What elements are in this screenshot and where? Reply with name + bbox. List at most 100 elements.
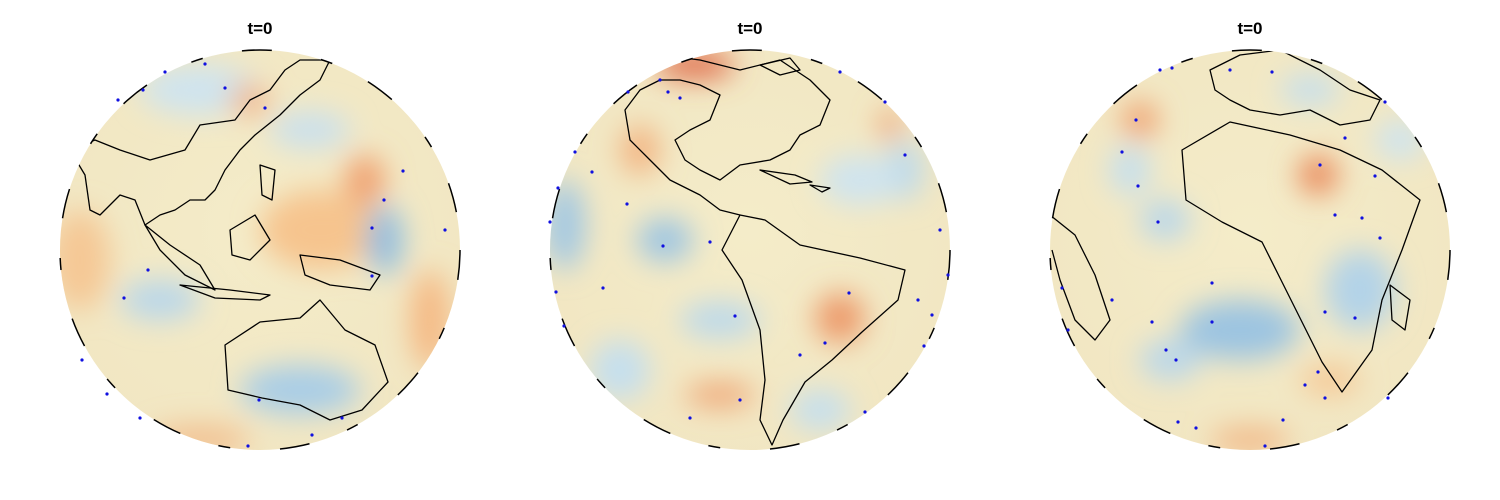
station bbox=[1110, 298, 1114, 302]
station bbox=[847, 291, 851, 295]
field-blob bbox=[550, 180, 585, 270]
field-blob bbox=[655, 51, 735, 79]
station bbox=[903, 153, 907, 157]
station bbox=[863, 410, 867, 414]
coast-segment bbox=[69, 59, 331, 226]
station bbox=[1210, 281, 1214, 285]
field-blob bbox=[880, 110, 900, 140]
coastline bbox=[624, 54, 906, 446]
field-blob bbox=[1210, 428, 1290, 450]
coast-segment bbox=[229, 214, 271, 261]
field-blob bbox=[140, 65, 260, 115]
coast-segment bbox=[1181, 121, 1421, 393]
station bbox=[1176, 420, 1180, 424]
station bbox=[1378, 236, 1382, 240]
stations bbox=[80, 62, 447, 448]
station bbox=[1263, 444, 1267, 448]
field-blob bbox=[1122, 102, 1158, 138]
station bbox=[203, 62, 207, 66]
station bbox=[916, 298, 920, 302]
station bbox=[1333, 213, 1337, 217]
station bbox=[138, 416, 142, 420]
field-blob bbox=[1298, 155, 1338, 195]
station bbox=[263, 106, 267, 110]
field-blob bbox=[240, 365, 360, 415]
station bbox=[1134, 118, 1138, 122]
station bbox=[105, 392, 109, 396]
station bbox=[661, 244, 665, 248]
station bbox=[883, 100, 887, 104]
station bbox=[443, 228, 447, 232]
globe-rim bbox=[549, 49, 951, 451]
globe-rim bbox=[59, 49, 461, 451]
stations bbox=[1060, 66, 1390, 448]
station bbox=[556, 186, 560, 190]
coast-segment bbox=[224, 299, 389, 421]
field-blob bbox=[367, 205, 403, 275]
station bbox=[601, 286, 605, 290]
station bbox=[1323, 396, 1327, 400]
station bbox=[1060, 286, 1064, 290]
field-blob bbox=[1280, 75, 1340, 105]
station bbox=[666, 90, 670, 94]
field-blob bbox=[680, 302, 760, 338]
station bbox=[573, 150, 577, 154]
station bbox=[930, 313, 934, 317]
station bbox=[1281, 418, 1285, 422]
coast-segment bbox=[624, 54, 831, 216]
field-blob bbox=[820, 155, 900, 205]
station bbox=[370, 226, 374, 230]
station bbox=[1360, 216, 1364, 220]
field-blob bbox=[637, 218, 693, 262]
station bbox=[223, 86, 227, 90]
station bbox=[1318, 163, 1322, 167]
globe-rim bbox=[1049, 49, 1451, 451]
field-blob bbox=[1180, 300, 1300, 360]
station bbox=[1316, 370, 1320, 374]
station bbox=[310, 433, 314, 437]
coast-segment bbox=[759, 57, 801, 76]
station bbox=[938, 228, 942, 232]
field-blob bbox=[270, 112, 350, 148]
station bbox=[340, 416, 344, 420]
station bbox=[1136, 184, 1140, 188]
station bbox=[1164, 348, 1168, 352]
station bbox=[554, 290, 558, 294]
coastline bbox=[69, 59, 389, 421]
field-blob bbox=[150, 425, 250, 450]
station bbox=[257, 398, 261, 402]
coast-segment bbox=[1389, 284, 1411, 331]
station bbox=[1174, 358, 1178, 362]
field-blob bbox=[790, 390, 850, 430]
field-blob bbox=[1140, 340, 1200, 380]
station bbox=[678, 96, 682, 100]
station bbox=[1383, 100, 1387, 104]
station bbox=[1228, 68, 1232, 72]
station bbox=[625, 202, 629, 206]
field-blob bbox=[60, 210, 110, 310]
stations bbox=[548, 70, 950, 420]
station bbox=[246, 444, 250, 448]
station bbox=[163, 70, 167, 74]
station bbox=[658, 78, 662, 82]
coast-segment bbox=[259, 164, 276, 201]
station bbox=[1066, 328, 1070, 332]
station bbox=[738, 398, 742, 402]
field-blob bbox=[1325, 250, 1395, 330]
panel-title: t=0 bbox=[1237, 19, 1262, 38]
field-blob bbox=[590, 340, 650, 400]
field-blob bbox=[410, 270, 450, 370]
coast-segment bbox=[809, 184, 831, 193]
globe: t=0 bbox=[1049, 19, 1451, 451]
field-blob bbox=[260, 190, 380, 270]
field bbox=[60, 65, 450, 450]
coast-segment bbox=[759, 169, 813, 185]
station bbox=[1303, 383, 1307, 387]
coast-segment bbox=[721, 214, 906, 446]
coast-segment bbox=[299, 254, 381, 291]
station bbox=[823, 341, 827, 345]
station bbox=[626, 90, 630, 94]
station bbox=[1323, 310, 1327, 314]
station bbox=[1373, 174, 1377, 178]
